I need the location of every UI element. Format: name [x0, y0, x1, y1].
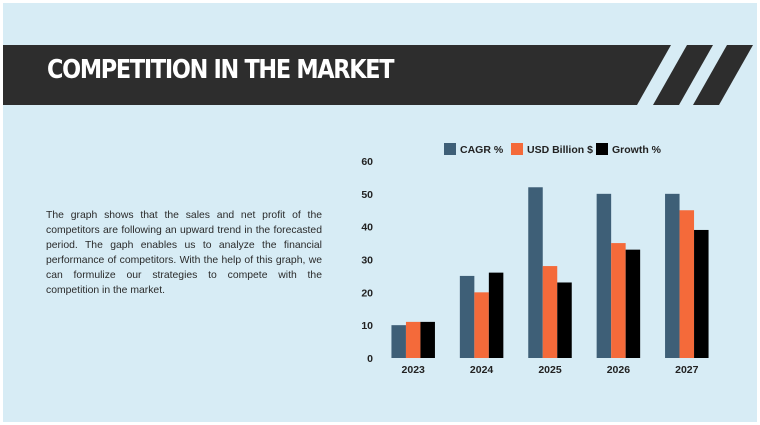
x-tick-label: 2024 — [470, 364, 494, 376]
stripe-gap-3 — [719, 45, 757, 105]
bar-cagr-2023 — [391, 325, 406, 358]
banner-stripes — [637, 45, 757, 105]
x-tick-label: 2026 — [607, 364, 631, 376]
y-tick-label: 0 — [367, 353, 373, 365]
y-tick-label: 50 — [361, 189, 373, 201]
y-tick-label: 30 — [361, 255, 373, 267]
bar-cagr-2027 — [665, 193, 680, 358]
stripe-gap-2 — [679, 45, 727, 105]
legend-swatch-0 — [444, 143, 456, 155]
bar-usd-billion-2025 — [542, 266, 558, 358]
bar-cagr-2026 — [596, 193, 612, 358]
y-tick-label: 40 — [361, 222, 373, 234]
bar-growth-2026 — [625, 249, 641, 358]
legend-label: Growth % — [612, 144, 662, 156]
y-tick-label: 20 — [361, 287, 373, 299]
legend-swatch-2 — [596, 143, 608, 155]
bar-usd-billion-2026 — [611, 243, 626, 358]
bar-usd-billion-2024 — [474, 292, 489, 358]
bar-chart: 0 10 20 30 40 50 60 2023 2024 2025 2026 2027 CAGR % U… — [361, 143, 709, 376]
bar-cagr-2025 — [528, 187, 543, 358]
bar-usd-billion-2023 — [405, 321, 421, 358]
bar-usd-billion-2027 — [679, 210, 695, 358]
page-title: COMPETITION IN THE MARKET — [47, 55, 394, 85]
x-tick-label: 2025 — [538, 364, 562, 376]
x-tick-label: 2023 — [402, 364, 426, 376]
bar-cagr-2024 — [459, 275, 475, 358]
stripe-gap-1 — [637, 45, 687, 105]
y-tick-label: 60 — [361, 156, 373, 168]
legend-label: CAGR % — [460, 144, 504, 156]
bar-growth-2025 — [557, 282, 572, 358]
bar-growth-2024 — [488, 272, 504, 358]
legend-label: USD Billion $ — [527, 144, 593, 156]
title-banner — [3, 45, 757, 105]
description-text: The graph shows that the sales and net p… — [46, 210, 322, 296]
slide: COMPETITION IN THE MARKET The graph show… — [3, 3, 757, 422]
y-tick-label: 10 — [361, 320, 373, 332]
x-tick-label: 2027 — [675, 364, 699, 376]
bar-growth-2027 — [694, 229, 709, 358]
bar-growth-2023 — [420, 321, 435, 358]
legend-swatch-1 — [511, 143, 523, 155]
